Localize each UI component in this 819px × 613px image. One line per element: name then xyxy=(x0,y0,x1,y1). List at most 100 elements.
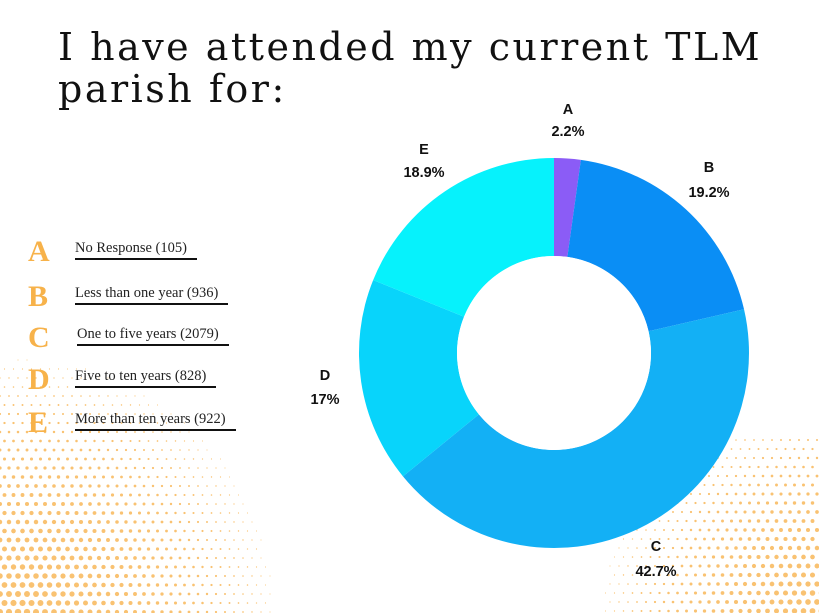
decorative-dot xyxy=(667,537,670,541)
decorative-dot xyxy=(680,564,684,568)
decorative-dot xyxy=(29,475,34,479)
decorative-dot xyxy=(20,493,25,497)
decorative-dot xyxy=(707,600,711,604)
decorative-dot xyxy=(0,519,3,525)
decorative-dot xyxy=(87,537,93,543)
decorative-dot xyxy=(134,431,136,433)
decorative-dot xyxy=(147,511,150,515)
decorative-dot xyxy=(694,555,697,559)
decorative-dot xyxy=(165,475,168,479)
slice-percent-label-a: 2.2% xyxy=(551,124,584,140)
decorative-dot xyxy=(658,520,661,522)
decorative-dot xyxy=(224,485,226,487)
decorative-dot xyxy=(196,520,200,524)
decorative-dot xyxy=(228,494,231,496)
decorative-dot xyxy=(752,474,756,478)
decorative-dot xyxy=(622,538,625,540)
decorative-dot xyxy=(11,493,16,497)
decorative-dot xyxy=(246,566,249,568)
decorative-dot xyxy=(773,608,780,613)
decorative-dot xyxy=(787,563,793,569)
decorative-dot xyxy=(106,484,110,488)
decorative-dot xyxy=(196,556,200,560)
decorative-dot xyxy=(743,456,747,460)
decorative-dot xyxy=(187,502,191,506)
decorative-dot xyxy=(0,573,3,579)
decorative-dot xyxy=(170,413,172,415)
legend-letter-d: D xyxy=(28,363,50,396)
decorative-dot xyxy=(87,609,93,613)
decorative-dot xyxy=(115,520,119,524)
decorative-dot xyxy=(251,611,253,613)
decorative-dot xyxy=(233,593,235,595)
decorative-dot xyxy=(627,565,629,567)
decorative-dot xyxy=(65,564,70,570)
decorative-dot xyxy=(142,466,146,470)
decorative-dot xyxy=(174,422,177,424)
decorative-dot xyxy=(219,494,222,496)
decorative-dot xyxy=(52,484,56,488)
decorative-dot xyxy=(756,608,761,613)
decorative-dot xyxy=(233,521,235,523)
decorative-dot xyxy=(658,538,661,540)
decorative-dot xyxy=(105,609,111,613)
decorative-dot xyxy=(10,546,17,552)
decorative-dot xyxy=(698,582,702,586)
decorative-dot xyxy=(796,545,802,551)
decorative-dot xyxy=(23,608,31,613)
decorative-dot xyxy=(797,492,801,496)
decorative-dot xyxy=(725,474,729,478)
decorative-dot xyxy=(810,501,815,505)
decorative-dot xyxy=(685,591,688,595)
decorative-dot xyxy=(775,447,778,451)
slice-category-label-b: B xyxy=(704,160,714,176)
decorative-dot xyxy=(769,563,775,569)
decorative-dot xyxy=(38,528,43,534)
decorative-dot xyxy=(19,564,26,570)
decorative-dot xyxy=(96,555,102,561)
decorative-dot xyxy=(694,501,697,505)
decorative-dot xyxy=(12,421,15,425)
decorative-dot xyxy=(783,519,788,523)
decorative-dot xyxy=(178,574,182,578)
legend-label-d: Five to ten years (828) xyxy=(75,368,217,388)
decorative-dot xyxy=(765,554,770,560)
decorative-dot xyxy=(201,494,204,496)
decorative-dot xyxy=(156,475,159,479)
decorative-dot xyxy=(128,511,133,515)
decorative-dot xyxy=(43,448,47,452)
decorative-dot xyxy=(237,602,240,604)
decorative-dot xyxy=(35,395,37,397)
decorative-dot xyxy=(62,377,64,379)
decorative-dot xyxy=(703,483,706,487)
decorative-dot xyxy=(42,573,48,579)
decorative-dot xyxy=(769,581,775,587)
decorative-dot xyxy=(765,572,770,578)
decorative-dot xyxy=(658,573,661,577)
decorative-dot xyxy=(242,593,244,595)
decorative-dot xyxy=(74,475,79,479)
decorative-dot xyxy=(246,530,249,532)
decorative-dot xyxy=(210,476,213,478)
decorative-dot xyxy=(761,492,765,496)
decorative-dot xyxy=(42,537,48,543)
decorative-dot xyxy=(815,510,819,514)
decorative-dot xyxy=(137,583,142,587)
decorative-dot xyxy=(110,529,115,533)
decorative-dot xyxy=(797,474,801,478)
decorative-dot xyxy=(671,528,675,532)
decorative-dot xyxy=(173,583,178,587)
decorative-dot xyxy=(15,573,21,579)
decorative-dot xyxy=(102,422,105,424)
decorative-dot xyxy=(219,512,222,514)
decorative-dot xyxy=(11,475,16,479)
decorative-dot xyxy=(110,564,115,570)
decorative-dot xyxy=(6,537,12,543)
decorative-dot xyxy=(716,564,720,568)
decorative-dot xyxy=(161,449,163,451)
decorative-dot xyxy=(738,555,743,559)
decorative-dot xyxy=(142,592,146,596)
decorative-dot xyxy=(716,528,720,532)
decorative-dot xyxy=(618,547,620,549)
